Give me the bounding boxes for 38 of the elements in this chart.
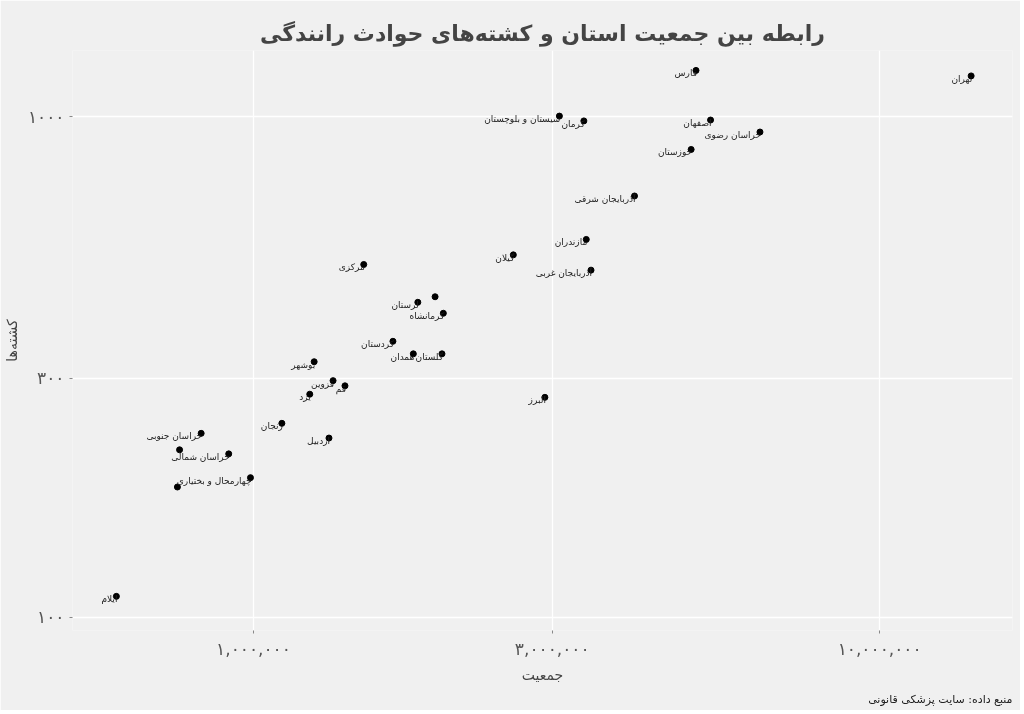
annotation: ایلام — [101, 594, 118, 605]
y-axis-title: کشته‌ها — [3, 318, 20, 362]
annotation: فارس — [674, 68, 698, 79]
annotation: البرز — [527, 395, 546, 406]
annotation: آذربایجان شرقی — [574, 192, 637, 204]
text: منبع داده: سایت پزشکی قانونی — [868, 692, 1013, 706]
annotation: تهران — [951, 73, 973, 84]
annotation: قزوین — [311, 378, 335, 389]
annotation: خراسان شمالی — [171, 451, 230, 462]
x-tick-label: ۱۰,۰۰۰,۰۰۰ — [837, 638, 922, 659]
annotation: کرمان — [561, 118, 586, 129]
x-axis-title: جمعیت — [521, 666, 564, 683]
annotation: قم — [335, 383, 346, 395]
annotation: خراسان رضوی — [704, 130, 761, 141]
y-tick-label: ۱۰۰ — [37, 607, 65, 628]
annotation: مازندران — [554, 237, 588, 248]
annotation: سیستان و بلوچستان — [484, 114, 561, 125]
annotation: خوزستان — [657, 147, 693, 158]
annotation: لرستان — [391, 300, 419, 311]
annotation: کردستان — [361, 339, 395, 350]
annotation: گلستان — [415, 350, 444, 362]
annotation: مرکزی — [338, 262, 365, 273]
annotation: همدان — [390, 351, 415, 362]
chart-title: رابطه بین جمعیت استان و کشته‌های حوادث رانندگی — [259, 19, 826, 47]
annotation: کرمانشاه — [409, 311, 446, 322]
annotation: آذربایجان غربی — [535, 267, 593, 279]
annotation: زنجان — [260, 421, 283, 432]
annotation: خراسان جنوبی — [146, 431, 203, 442]
annotation: اصفهان — [683, 118, 712, 129]
x-tick-label: ۳,۰۰۰,۰۰۰ — [514, 638, 590, 659]
annotation: گیلان — [495, 251, 516, 263]
annotation: چهارمحال و بختیاری — [176, 475, 252, 486]
annotation: یزد — [299, 392, 312, 403]
y-tick-label: ۱۰۰۰ — [27, 106, 65, 127]
annotation: بوشهر — [290, 359, 316, 370]
annotation: اردبیل — [307, 436, 330, 447]
y-tick-label: ۳۰۰ — [37, 368, 65, 389]
x-tick-label: ۱,۰۰۰,۰۰۰ — [216, 638, 291, 659]
